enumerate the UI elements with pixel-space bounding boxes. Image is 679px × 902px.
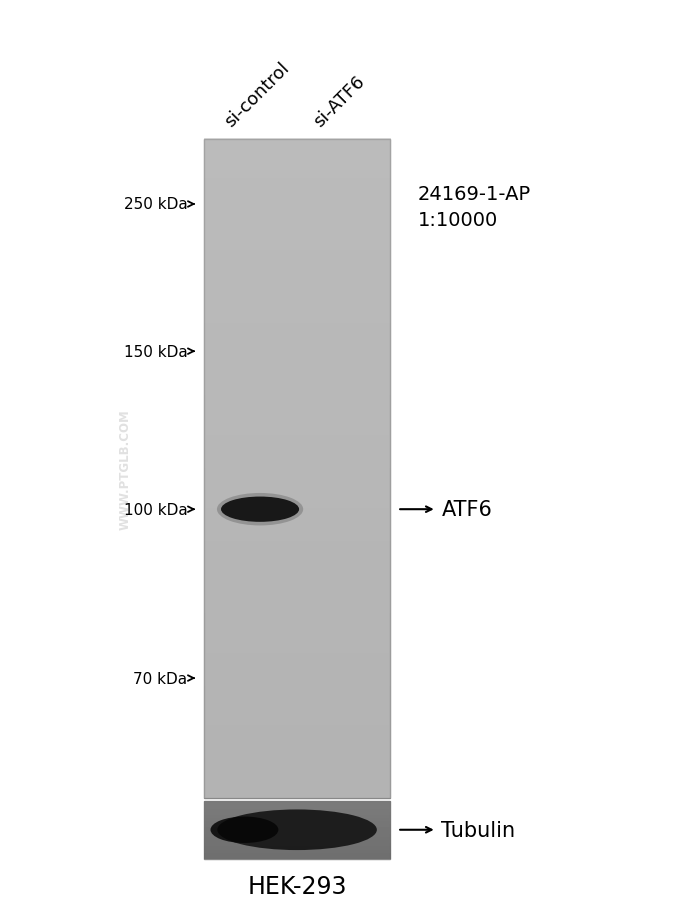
Text: 100 kDa: 100 kDa <box>124 502 187 517</box>
Text: 24169-1-AP
1:10000: 24169-1-AP 1:10000 <box>418 185 531 230</box>
Text: WWW.PTGLB.COM: WWW.PTGLB.COM <box>119 409 132 529</box>
Ellipse shape <box>217 493 303 526</box>
Bar <box>204 801 390 859</box>
Text: 250 kDa: 250 kDa <box>124 198 187 212</box>
Text: si-ATF6: si-ATF6 <box>310 72 368 131</box>
Bar <box>204 140 390 798</box>
Ellipse shape <box>210 816 278 843</box>
Text: 70 kDa: 70 kDa <box>133 671 187 686</box>
Text: si-control: si-control <box>221 60 293 131</box>
Text: HEK-293: HEK-293 <box>247 874 347 897</box>
Text: ATF6: ATF6 <box>441 500 492 520</box>
Text: 150 kDa: 150 kDa <box>124 345 187 359</box>
Ellipse shape <box>217 810 377 850</box>
Text: Tubulin: Tubulin <box>441 820 515 840</box>
Ellipse shape <box>221 497 299 522</box>
